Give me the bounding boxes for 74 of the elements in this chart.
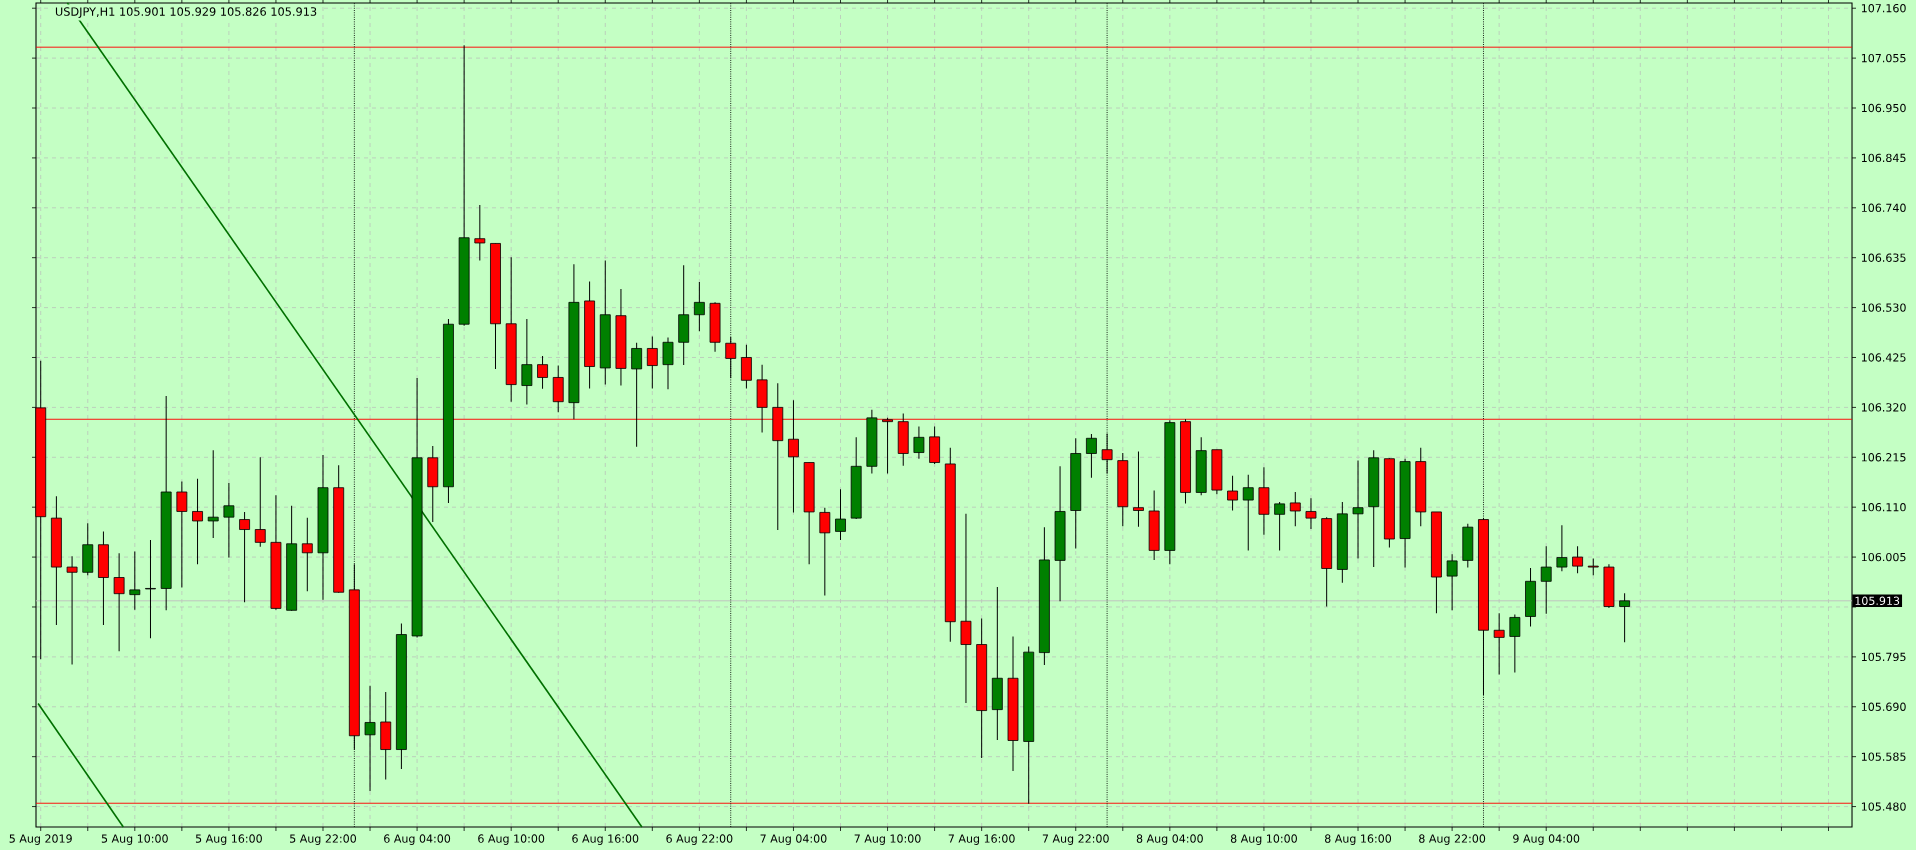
- candlestick: [1289, 491, 1301, 527]
- candlestick: [113, 552, 125, 652]
- y-tick-label: 106.005: [1861, 552, 1906, 562]
- y-tick-label: 106.215: [1861, 453, 1906, 462]
- candlestick: [301, 517, 313, 592]
- candlestick: [1540, 545, 1552, 615]
- candlestick: [960, 513, 972, 704]
- x-tick-label: 7 Aug 22:00: [1042, 834, 1109, 845]
- candlestick: [693, 281, 705, 332]
- candlestick: [207, 449, 219, 539]
- candlestick: [819, 507, 831, 597]
- y-tick-label: 106.950: [1861, 103, 1906, 113]
- candlestick: [646, 336, 658, 389]
- candlestick: [1446, 553, 1458, 611]
- candlestick: [1556, 524, 1568, 572]
- x-tick-label: 8 Aug 10:00: [1230, 834, 1297, 845]
- y-tick-label: 106.320: [1861, 403, 1906, 412]
- x-tick-label: 6 Aug 22:00: [666, 834, 733, 845]
- candlestick: [741, 344, 752, 389]
- x-tick-label: 7 Aug 04:00: [760, 834, 827, 845]
- candlestick: [662, 337, 674, 390]
- x-tick-label: 7 Aug 16:00: [948, 834, 1015, 845]
- candlestick: [192, 478, 203, 565]
- candlestick: [145, 539, 156, 639]
- candlestick: [1133, 451, 1144, 528]
- candlestick: [537, 355, 548, 390]
- x-tick-label: 5 Aug 2019: [9, 834, 72, 845]
- y-tick-label: 107.160: [1861, 4, 1906, 13]
- x-tick-label: 6 Aug 16:00: [572, 834, 639, 845]
- candlestick: [1619, 592, 1631, 643]
- y-tick-label: 105.585: [1861, 752, 1906, 761]
- x-tick-label: 5 Aug 22:00: [290, 834, 357, 845]
- candlestick: [129, 550, 141, 611]
- x-tick-label: 6 Aug 10:00: [478, 834, 545, 845]
- candlestick: [1242, 474, 1254, 551]
- y-tick-label: 105.480: [1861, 802, 1906, 811]
- ref-line-label: 105.913: [1855, 596, 1900, 605]
- x-tick-label: 8 Aug 16:00: [1324, 834, 1392, 845]
- candlestick: [1352, 460, 1364, 560]
- y-tick-label: 106.110: [1861, 503, 1906, 512]
- x-tick-label: 8 Aug 22:00: [1419, 834, 1486, 845]
- x-tick-label: 5 Aug 10:00: [101, 834, 168, 845]
- y-tick-label: 107.055: [1861, 53, 1906, 63]
- x-tick-label: 7 Aug 10:00: [854, 834, 921, 845]
- y-tick-label: 106.740: [1861, 203, 1906, 212]
- candlestick: [631, 342, 643, 448]
- candlestick: [364, 685, 376, 792]
- candlestick: [239, 511, 250, 603]
- y-tick-label: 105.690: [1861, 702, 1906, 711]
- candlestick: [1274, 501, 1286, 551]
- candlestick: [254, 456, 266, 548]
- y-tick-label: 105.795: [1861, 652, 1906, 662]
- y-tick-label: 106.635: [1861, 253, 1906, 262]
- candlestick: [1305, 497, 1317, 530]
- candlestick: [474, 204, 486, 262]
- candlestick: [66, 555, 78, 665]
- x-tick-label: 6 Aug 04:00: [384, 834, 451, 845]
- x-tick-label: 5 Aug 16:00: [195, 834, 262, 845]
- candlestick: [1086, 433, 1097, 479]
- candlestick: [835, 488, 846, 541]
- chart-title: USDJPY,H1 105.901 105.929 105.826 105.913: [55, 7, 317, 18]
- candlestick: [176, 481, 188, 588]
- candlestick: [1509, 614, 1521, 674]
- x-tick-label: 9 Aug 04:00: [1513, 834, 1580, 845]
- candlestick: [1227, 475, 1238, 512]
- candlestick: [913, 425, 925, 460]
- candlestick: [521, 318, 533, 406]
- candlestick: [1572, 545, 1583, 574]
- x-tick-label: 8 Aug 04:00: [1136, 834, 1203, 845]
- candlestick: [223, 482, 235, 559]
- y-tick-label: 106.845: [1861, 153, 1906, 163]
- candlestick: [1493, 612, 1505, 675]
- y-tick-label: 106.530: [1861, 303, 1906, 312]
- y-tick-label: 106.425: [1861, 353, 1906, 362]
